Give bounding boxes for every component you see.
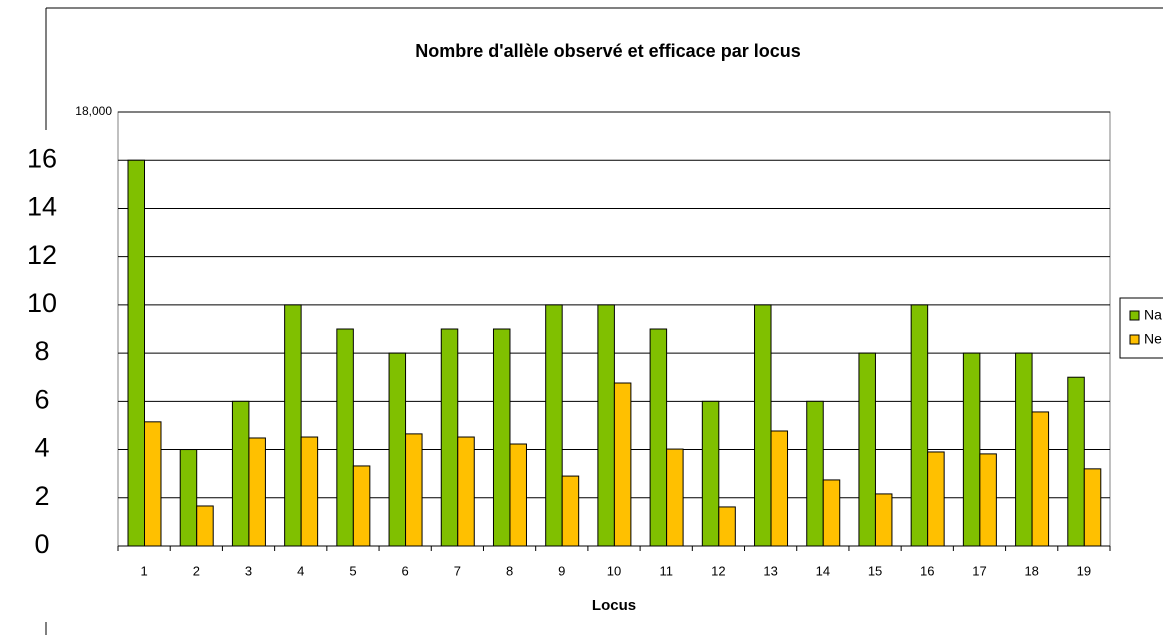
- y-tick-label: 14: [27, 192, 57, 222]
- bar: [405, 433, 423, 547]
- bar: [127, 159, 145, 547]
- bar: [545, 304, 563, 547]
- y-tick-label: 8: [34, 336, 49, 366]
- bar: [806, 400, 824, 547]
- bar: [701, 400, 720, 547]
- bar: [649, 328, 668, 547]
- bar: [754, 304, 772, 547]
- y-tick-label: 12: [27, 240, 57, 270]
- y-tick-label: 18,000: [75, 104, 112, 118]
- bar: [666, 448, 684, 547]
- bar: [509, 443, 527, 547]
- x-tick-label: 9: [558, 563, 565, 578]
- bar: [561, 475, 580, 547]
- y-tick-label: 4: [34, 433, 49, 463]
- bar: [910, 304, 929, 547]
- x-tick-label: 11: [659, 563, 673, 578]
- x-tick-label: 4: [297, 563, 304, 578]
- x-tick-label: 10: [607, 563, 621, 578]
- y-tick-label: 6: [34, 384, 49, 414]
- bar: [1083, 468, 1102, 547]
- bar: [858, 352, 876, 547]
- x-tick-label: 3: [245, 563, 252, 578]
- bar: [927, 451, 945, 547]
- bar: [196, 505, 214, 547]
- bar: [179, 449, 198, 547]
- bar: [1015, 352, 1033, 547]
- legend-swatch: [1129, 334, 1140, 345]
- bar: [248, 437, 266, 547]
- bar: [300, 436, 319, 547]
- bar: [613, 382, 632, 547]
- bar: [144, 421, 162, 547]
- x-tick-label: 8: [506, 563, 513, 578]
- y-tick-label: 16: [27, 143, 57, 173]
- bar: [770, 430, 789, 547]
- bar: [492, 328, 511, 547]
- x-tick-label: 17: [972, 563, 986, 578]
- legend: [1119, 297, 1163, 359]
- chart-title: Nombre d'allèle observé et efficace par …: [415, 41, 800, 61]
- bar: [388, 352, 407, 547]
- x-tick-label: 18: [1024, 563, 1038, 578]
- x-tick-label: 7: [454, 563, 461, 578]
- bar: [440, 328, 459, 547]
- legend-label: Ne: [1144, 331, 1162, 347]
- x-tick-label: 5: [349, 563, 356, 578]
- bar: [336, 328, 354, 547]
- x-tick-label: 2: [193, 563, 200, 578]
- bar: [1067, 376, 1085, 547]
- x-tick-label: 16: [920, 563, 934, 578]
- x-tick-label: 12: [711, 563, 725, 578]
- bar: [718, 506, 736, 547]
- bar: [962, 352, 981, 547]
- x-tick-label: 14: [816, 563, 830, 578]
- x-tick-label: 6: [402, 563, 409, 578]
- x-tick-label: 1: [140, 563, 147, 578]
- x-tick-label: 15: [868, 563, 882, 578]
- bar: [874, 493, 893, 547]
- x-tick-label: 19: [1077, 563, 1091, 578]
- y-tick-label: 0: [34, 529, 49, 559]
- bar: [457, 436, 475, 547]
- bar: [231, 400, 250, 547]
- bar: [979, 453, 997, 547]
- x-axis-label: Locus: [592, 597, 636, 614]
- bar: [352, 465, 371, 547]
- legend-label: Na: [1144, 307, 1162, 323]
- bar: [822, 479, 841, 547]
- bar: [597, 304, 615, 547]
- legend-swatch: [1129, 310, 1140, 321]
- y-tick-label: 2: [34, 481, 49, 511]
- x-tick-label: 13: [763, 563, 777, 578]
- y-tick-label: 10: [27, 288, 57, 318]
- bar: [284, 304, 302, 547]
- bar: [1031, 411, 1050, 547]
